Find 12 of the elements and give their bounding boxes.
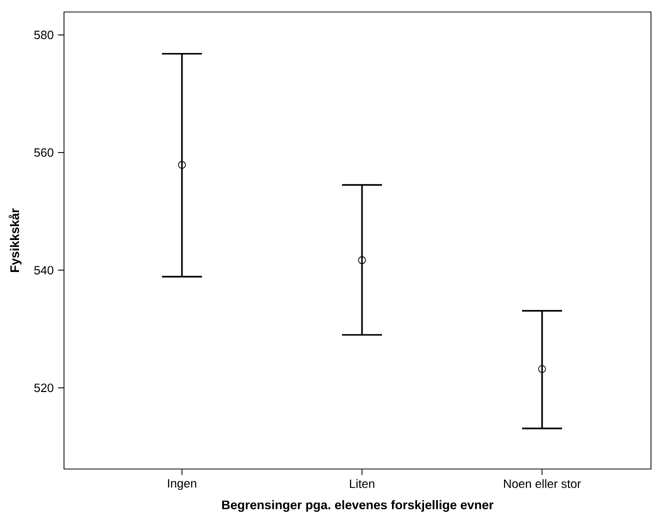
y-tick-label: 580 xyxy=(34,30,54,40)
y-tick-label: 540 xyxy=(34,266,54,274)
x-tick-label: Ingen xyxy=(168,479,196,490)
y-tick-label: 520 xyxy=(34,384,54,392)
point xyxy=(538,365,546,373)
x-tick-label: Liten xyxy=(350,479,374,488)
point xyxy=(178,161,186,169)
y-tick-label: 560 xyxy=(34,148,54,157)
x-tick-label: Noen eller stor xyxy=(504,479,581,488)
point xyxy=(358,256,366,264)
y-axis-title: Fysikkskår xyxy=(8,208,22,272)
x-axis-title: Begrensinger pga. elevenes forskjellige evner xyxy=(222,500,494,512)
